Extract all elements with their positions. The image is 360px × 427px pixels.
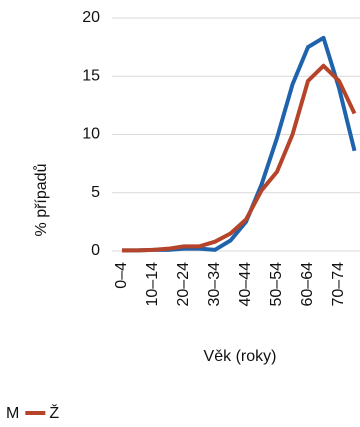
y-tick-label: 15 <box>82 67 100 84</box>
y-axis-title: % případů <box>32 164 50 237</box>
x-axis-title: Věk (roky) <box>204 348 277 365</box>
x-tick-label: 70–74 <box>330 262 347 307</box>
x-tick-label: 60–64 <box>299 262 316 307</box>
y-tick-label: 5 <box>91 184 100 201</box>
y-tick-label: 0 <box>91 242 100 259</box>
x-tick-label: 50–54 <box>268 262 285 307</box>
x-tick-label: 30–34 <box>206 262 223 307</box>
x-tick-label: 20–24 <box>175 262 192 307</box>
y-tick-label: 10 <box>82 126 100 143</box>
x-tick-label: 40–44 <box>237 262 254 307</box>
series-line <box>122 63 357 253</box>
legend-label: Ž <box>49 403 59 422</box>
x-tick-label: 10–14 <box>144 262 161 307</box>
x-tick-label: 0–4 <box>113 262 130 289</box>
legend-label: M <box>6 405 19 422</box>
y-tick-label: 20 <box>82 9 100 26</box>
